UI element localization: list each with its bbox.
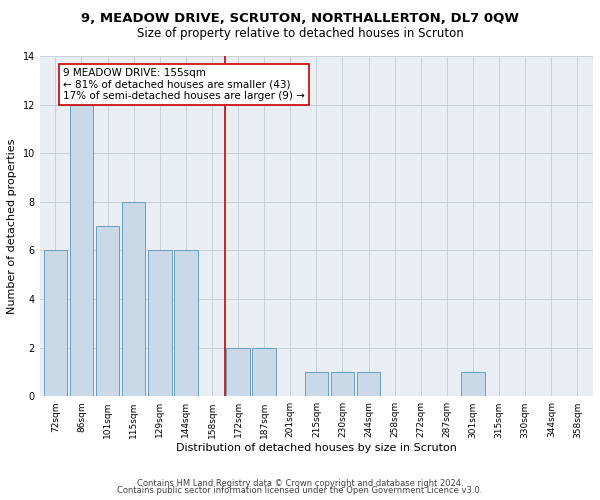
Bar	[122, 202, 145, 396]
Bar	[148, 250, 172, 396]
Bar	[357, 372, 380, 396]
Text: 9 MEADOW DRIVE: 155sqm
← 81% of detached houses are smaller (43)
17% of semi-det: 9 MEADOW DRIVE: 155sqm ← 81% of detached…	[63, 68, 305, 102]
Bar	[96, 226, 119, 396]
Text: Contains HM Land Registry data © Crown copyright and database right 2024.: Contains HM Land Registry data © Crown c…	[137, 478, 463, 488]
Bar	[44, 250, 67, 396]
Bar	[70, 104, 93, 397]
Y-axis label: Number of detached properties: Number of detached properties	[7, 138, 17, 314]
Bar	[253, 348, 276, 397]
Bar	[461, 372, 485, 396]
Bar	[305, 372, 328, 396]
Text: 9, MEADOW DRIVE, SCRUTON, NORTHALLERTON, DL7 0QW: 9, MEADOW DRIVE, SCRUTON, NORTHALLERTON,…	[81, 12, 519, 26]
Bar	[174, 250, 197, 396]
Text: Size of property relative to detached houses in Scruton: Size of property relative to detached ho…	[137, 28, 463, 40]
Text: Contains public sector information licensed under the Open Government Licence v3: Contains public sector information licen…	[118, 486, 482, 495]
Bar	[331, 372, 354, 396]
X-axis label: Distribution of detached houses by size in Scruton: Distribution of detached houses by size …	[176, 443, 457, 453]
Bar	[226, 348, 250, 397]
